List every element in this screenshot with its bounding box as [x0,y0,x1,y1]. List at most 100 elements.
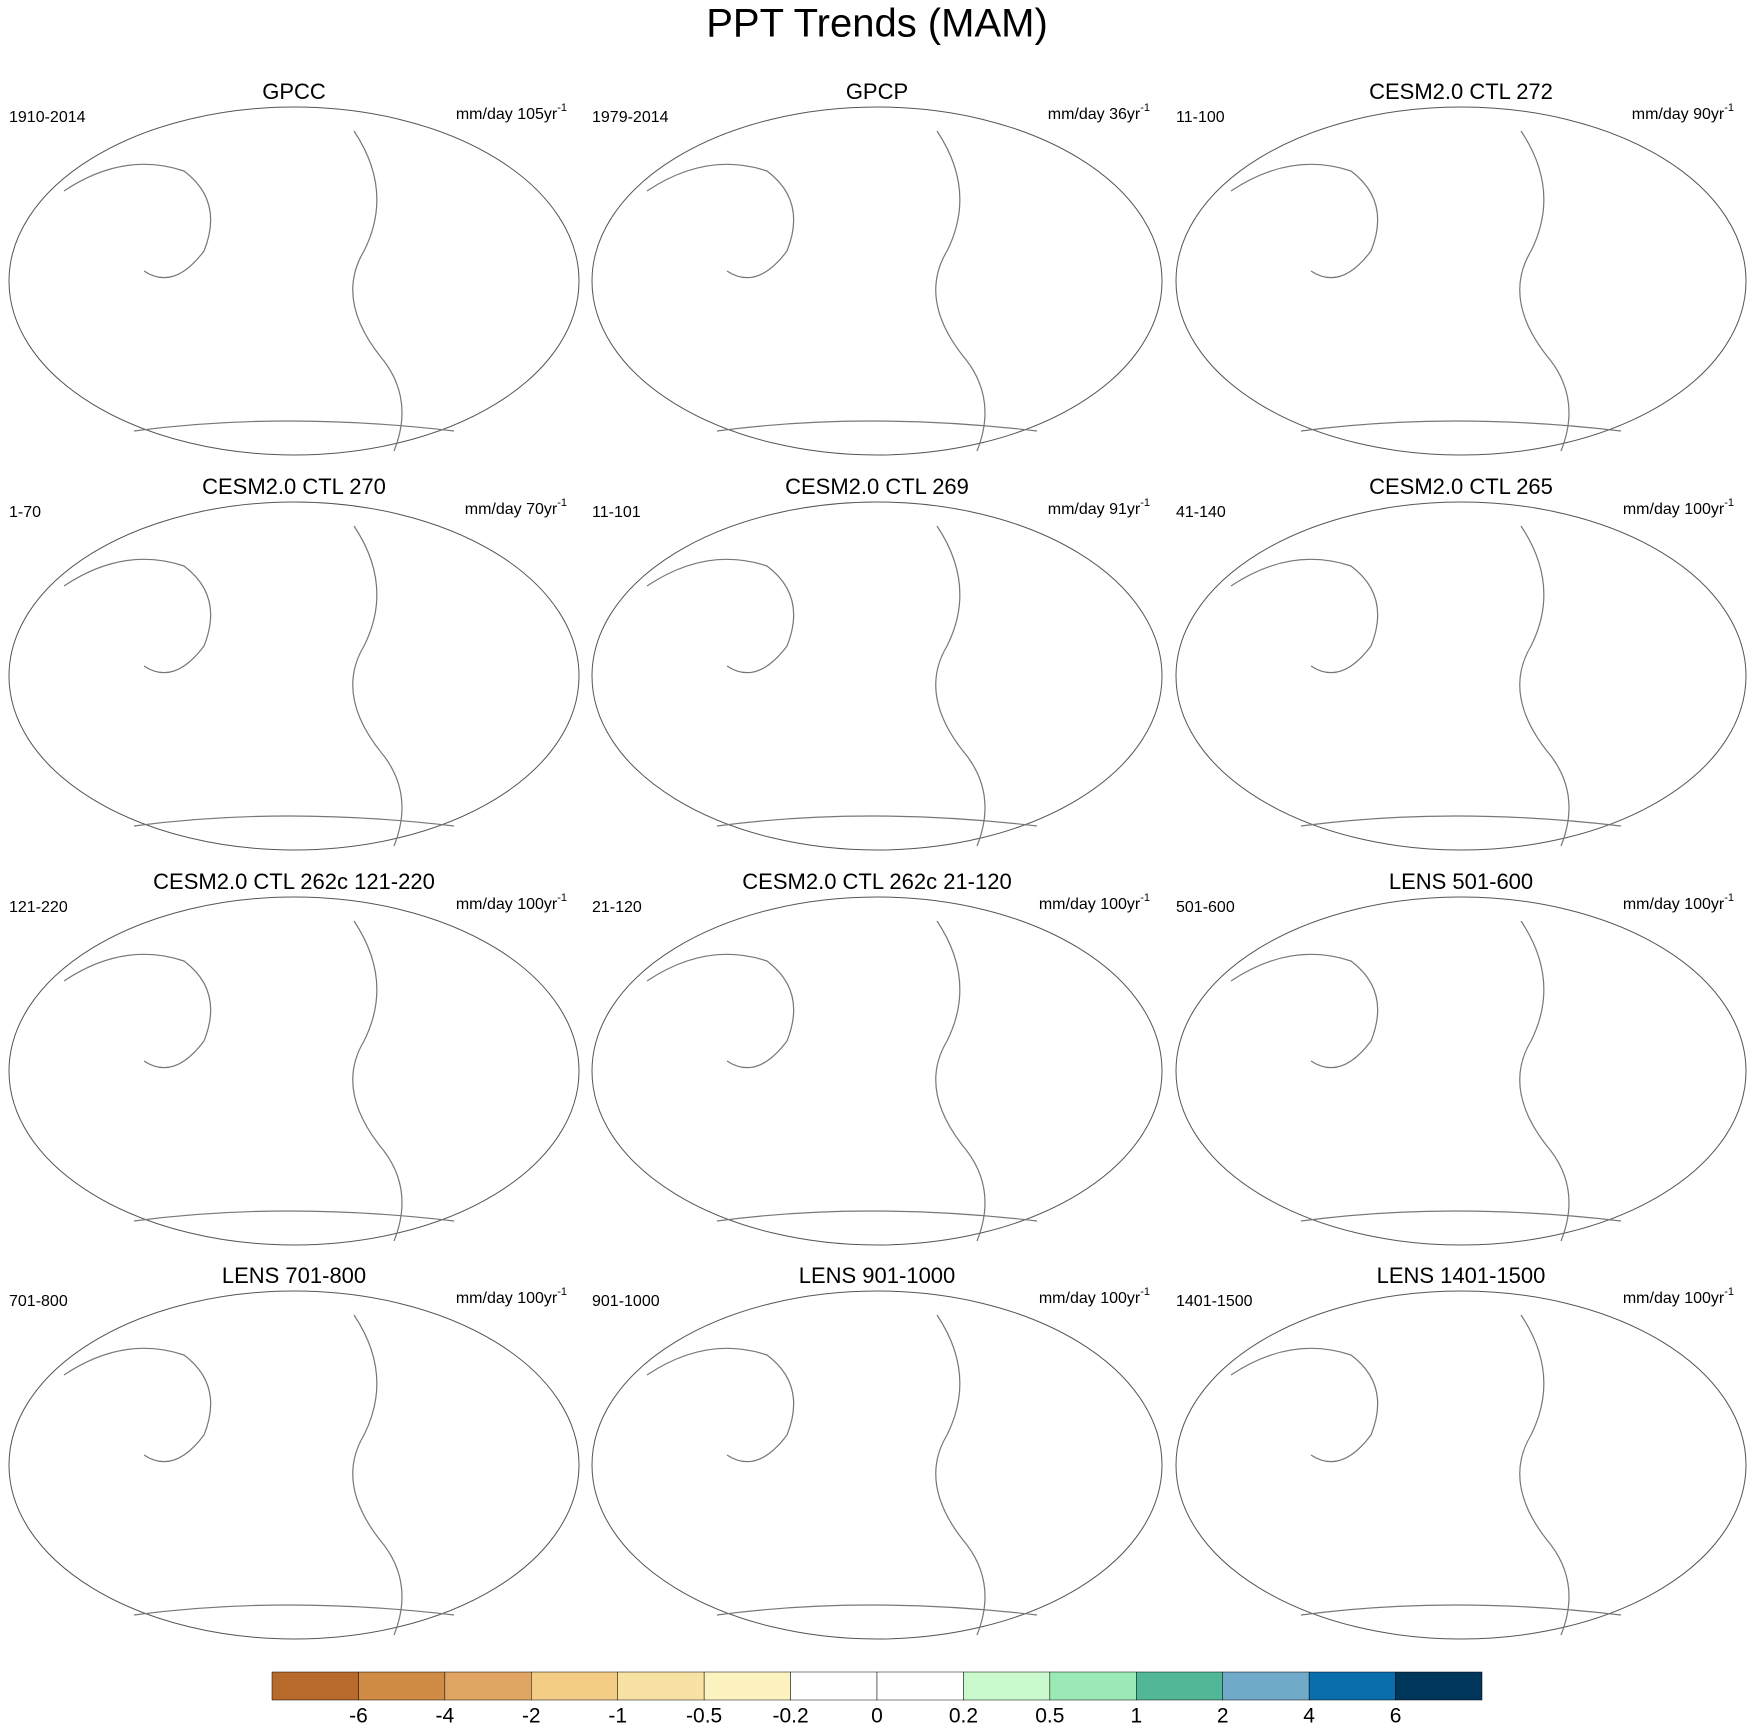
colorbar-swatch [1222,1671,1310,1701]
panel-units: mm/day 100yr-1 [1623,1286,1734,1307]
coastline [935,130,986,452]
units-exponent: -1 [1140,1286,1150,1298]
units-text: mm/day 100yr [456,1290,558,1307]
map-panel: CESM2.0 CTL 262c 21-120 21-120 mm/day 100y… [591,869,1163,1246]
panel-units: mm/day 91yr-1 [1048,497,1150,518]
colorbar-label: -6 [349,1705,368,1728]
colorbar-label: 6 [1390,1705,1402,1728]
map-frame [8,501,580,851]
units-exponent: -1 [1140,892,1150,904]
coastline [1300,420,1622,432]
panel-period: 11-101 [592,504,641,521]
coastline [1519,130,1570,452]
panel-units: mm/day 100yr-1 [1039,892,1150,913]
panel-period: 701-800 [9,1293,68,1310]
panel-period: 41-140 [1176,504,1226,521]
coastline [1230,953,1379,1069]
figure-title: PPT Trends (MAM) [706,2,1048,46]
colorbar-swatch [358,1671,446,1701]
map-panel: CESM2.0 CTL 265 41-140 mm/day 100yr-1 [1175,474,1747,851]
coastline [352,525,403,847]
panel-title: LENS 701-800 [222,1263,366,1288]
colorbar-swatch [271,1671,359,1701]
coastline [935,920,986,1242]
coastline [133,420,455,432]
panel-units: mm/day 100yr-1 [1623,892,1734,913]
panel-period: 1401-1500 [1176,1293,1253,1310]
units-exponent: -1 [1724,497,1734,509]
panel-units: mm/day 70yr-1 [465,497,567,518]
units-text: mm/day 100yr [1039,896,1141,913]
coastline [133,815,455,827]
coastline [646,163,795,279]
units-exponent: -1 [557,497,567,509]
coastline [1300,1604,1622,1616]
units-text: mm/day 100yr [1039,1290,1141,1307]
units-text: mm/day 90yr [1632,106,1725,123]
units-exponent: -1 [557,102,567,114]
colorbar-label: 4 [1303,1705,1315,1728]
coastline [352,920,403,1242]
coastline [646,953,795,1069]
colorbar-swatch [444,1671,532,1701]
colorbar-swatch [963,1671,1051,1701]
map-frame [591,896,1163,1246]
coastline [716,1604,1038,1616]
colorbar-label: -2 [522,1705,541,1728]
coastline [1300,1210,1622,1222]
map-frame [8,1290,580,1640]
colorbar-swatch [1049,1671,1137,1701]
units-text: mm/day 100yr [1623,501,1725,518]
units-exponent: -1 [1724,102,1734,114]
map-panel: CESM2.0 CTL 269 11-101 mm/day 91yr-1 [591,474,1163,851]
map-panel: CESM2.0 CTL 262c 121-220 121-220 mm/day 10… [8,869,580,1246]
panel-title: CESM2.0 CTL 262c 121-220 [153,869,435,894]
coastline [1230,1347,1379,1463]
units-exponent: -1 [1140,102,1150,114]
coastline [63,163,212,279]
colorbar-label: -0.5 [686,1705,722,1728]
units-text: mm/day 91yr [1048,501,1141,518]
units-exponent: -1 [557,1286,567,1298]
units-exponent: -1 [1724,892,1734,904]
panel-period: 11-100 [1176,109,1225,126]
panel-units: mm/day 100yr-1 [1623,497,1734,518]
panel-units: mm/day 100yr-1 [1039,1286,1150,1307]
map-panel: LENS 901-1000 901-1000 mm/day 100yr-1 [591,1263,1163,1640]
panel-title: CESM2.0 CTL 265 [1369,474,1553,499]
coastline [716,1210,1038,1222]
colorbar-label: 0.2 [949,1705,978,1728]
units-text: mm/day 105yr [456,106,558,123]
coastline [352,130,403,452]
units-text: mm/day 100yr [1623,896,1725,913]
panel-period: 1910-2014 [9,109,86,126]
map-panel: LENS 701-800 701-800 mm/day 100yr-1 [8,1263,580,1640]
colorbar: -6 -4 -2 -1 -0.5 -0.2 0 0.2 0.5 1 2 4 6 [271,1671,1483,1728]
coastline [1230,558,1379,674]
coastline [716,420,1038,432]
coastline [1230,163,1379,279]
map-frame [591,501,1163,851]
units-text: mm/day 36yr [1048,106,1141,123]
panel-units: mm/day 100yr-1 [456,1286,567,1307]
coastline [133,1604,455,1616]
units-text: mm/day 100yr [1623,1290,1725,1307]
map-frame [591,106,1163,456]
map-frame [8,106,580,456]
map-panel: LENS 1401-1500 1401-1500 mm/day 100yr-1 [1175,1263,1747,1640]
colorbar-label: 2 [1217,1705,1229,1728]
panel-units: mm/day 100yr-1 [456,892,567,913]
panel-title: CESM2.0 CTL 270 [202,474,386,499]
map-frame [591,1290,1163,1640]
panel-title: LENS 501-600 [1389,869,1533,894]
colorbar-label: -0.2 [772,1705,808,1728]
coastline [133,1210,455,1222]
colorbar-label: 0.5 [1035,1705,1064,1728]
coastline [646,558,795,674]
map-frame [1175,1290,1747,1640]
coastline [646,1347,795,1463]
map-frame [1175,896,1747,1246]
panel-title: LENS 1401-1500 [1377,1263,1546,1288]
colorbar-swatch [617,1671,705,1701]
